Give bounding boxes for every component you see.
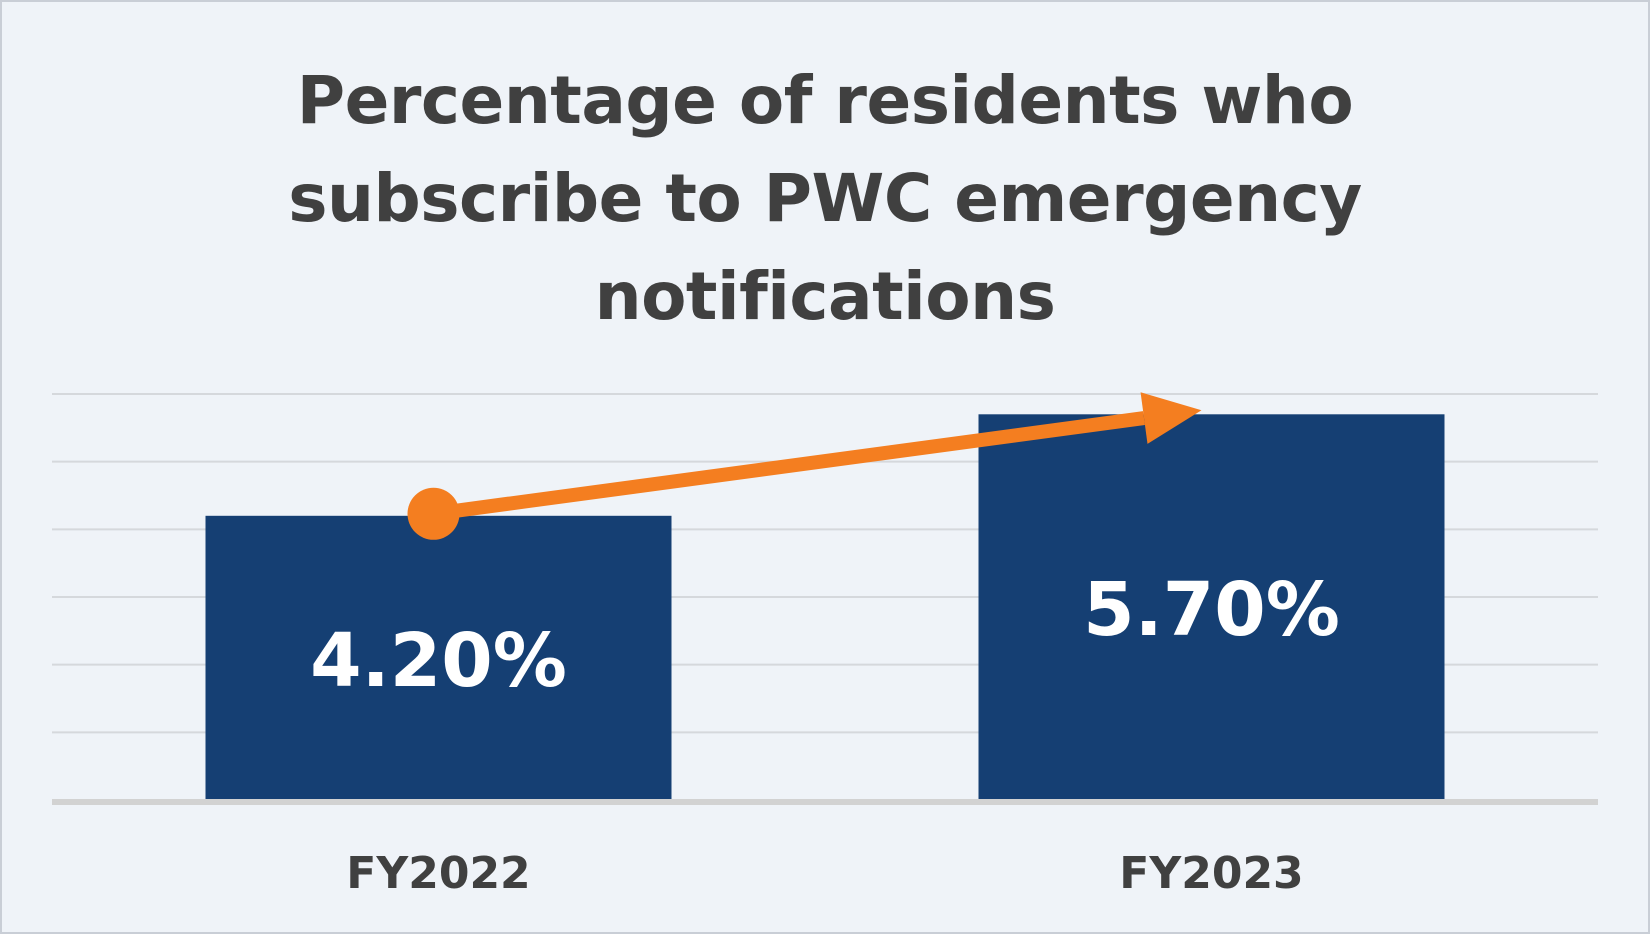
- trend-arrow-start-dot: [407, 487, 460, 540]
- chart-title-line-3: notifications: [594, 258, 1056, 335]
- data-label: 4.20%: [310, 618, 567, 704]
- bar-fy2023: [978, 414, 1445, 800]
- chart-title-line-2: subscribe to PWC emergency: [288, 160, 1362, 237]
- x-axis-labels: FY2022 FY2023: [346, 848, 1303, 899]
- chart-title: Percentage of residents who subscribe to…: [0, 52, 1650, 346]
- trend-arrow: [407, 392, 1202, 540]
- trend-arrow-shaft: [432, 411, 1145, 521]
- chart-title-line-1: Percentage of residents who: [296, 62, 1354, 139]
- data-label: 5.70%: [1083, 567, 1340, 653]
- x-tick-label: FY2023: [1119, 848, 1303, 899]
- bars: [205, 414, 1445, 800]
- bar-fy2022: [205, 515, 672, 800]
- trend-arrow-head: [1140, 392, 1202, 444]
- x-tick-label: FY2022: [346, 848, 530, 899]
- data-labels: 4.20% 5.70%: [310, 567, 1340, 704]
